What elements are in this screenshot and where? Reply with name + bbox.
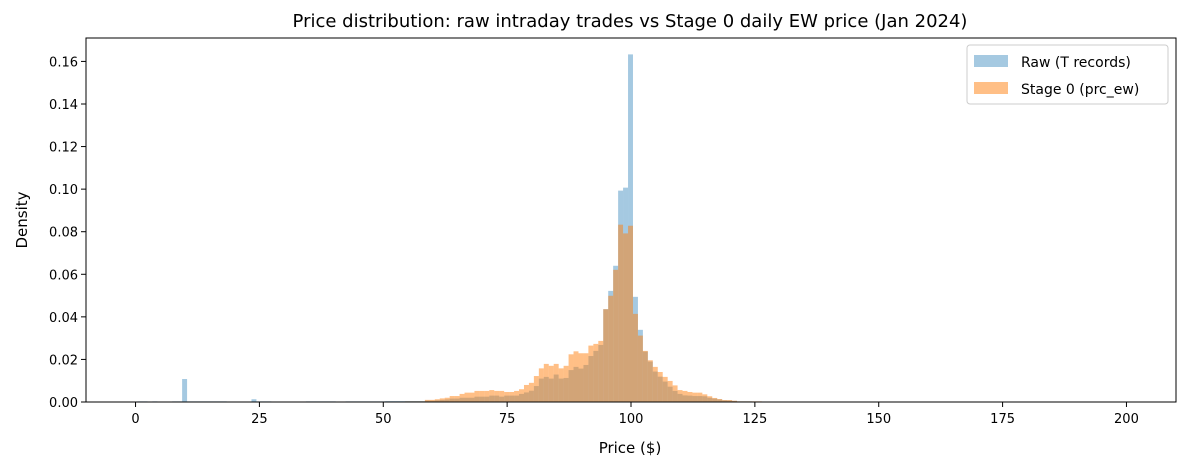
histogram-bar	[465, 393, 470, 402]
histogram-bar	[663, 377, 668, 402]
histogram-bar	[578, 353, 583, 402]
histogram-bar	[445, 398, 450, 402]
histogram-bar	[524, 385, 529, 402]
histogram-bar	[628, 226, 633, 402]
histogram-bar	[707, 396, 712, 402]
y-tick-label: 0.00	[49, 396, 78, 411]
histogram-bar	[554, 364, 559, 402]
histogram-bar	[643, 351, 648, 402]
legend-swatch-stage0	[974, 82, 1008, 94]
histogram-bar	[648, 360, 653, 402]
histogram-bar	[469, 393, 474, 402]
x-axis-label: Price ($)	[599, 439, 662, 457]
histogram-bar	[460, 394, 465, 402]
y-tick-label: 0.10	[49, 183, 78, 198]
histogram-bar	[697, 393, 702, 402]
histogram-bar	[702, 394, 707, 402]
histogram-bar	[633, 314, 638, 402]
x-tick-label: 100	[619, 412, 644, 427]
histogram-bar	[564, 366, 569, 402]
histogram-bar	[509, 392, 514, 402]
histogram-bar	[588, 346, 593, 402]
histogram-bar	[673, 385, 678, 402]
histogram-bar	[687, 392, 692, 402]
y-axis-label: Density	[13, 191, 31, 248]
histogram-bar	[683, 391, 688, 402]
x-tick-label: 50	[375, 412, 392, 427]
histogram-bar	[504, 392, 509, 402]
histogram-bar	[692, 393, 697, 402]
y-tick-label: 0.06	[49, 268, 78, 283]
histogram-bar	[569, 354, 574, 402]
histogram-bar	[440, 398, 445, 402]
legend: Raw (T records) Stage 0 (prc_ew)	[967, 45, 1168, 104]
histogram-bar	[455, 396, 460, 402]
histogram-bar	[489, 390, 494, 402]
legend-swatch-raw	[974, 55, 1008, 67]
histogram-bar	[539, 368, 544, 402]
histogram-bar	[583, 353, 588, 402]
y-tick-label: 0.04	[49, 311, 78, 326]
histogram-bar	[499, 391, 504, 402]
histogram-bar	[618, 225, 623, 402]
series-0	[138, 54, 812, 402]
legend-label-stage0: Stage 0 (prc_ew)	[1021, 82, 1139, 98]
histogram-bar	[603, 309, 608, 402]
histogram-bar	[593, 344, 598, 402]
histogram-bar	[638, 336, 643, 402]
histogram-bar	[598, 341, 603, 402]
x-tick-label: 150	[866, 412, 891, 427]
histogram-bar	[494, 391, 499, 402]
histogram-bar	[514, 391, 519, 402]
x-tick-label: 25	[251, 412, 268, 427]
histogram-bar	[544, 364, 549, 402]
histogram-bar	[484, 391, 489, 402]
histogram-bar	[474, 391, 479, 402]
y-tick-label: 0.12	[49, 141, 78, 156]
histogram-bar	[712, 398, 717, 402]
histogram-bar	[450, 396, 455, 402]
x-tick-label: 0	[131, 412, 139, 427]
y-tick-label: 0.14	[49, 98, 78, 113]
x-axis: 0 25 50 75 100 125 150 175 200	[131, 402, 1138, 427]
legend-label-raw: Raw (T records)	[1021, 55, 1131, 71]
y-tick-label: 0.08	[49, 226, 78, 241]
histogram-bar	[549, 366, 554, 402]
x-tick-label: 125	[742, 412, 767, 427]
histogram-bar	[678, 390, 683, 402]
histogram-bar	[479, 391, 484, 402]
y-tick-label: 0.16	[49, 55, 78, 70]
chart-title: Price distribution: raw intraday trades …	[293, 11, 968, 32]
histogram-bar	[529, 383, 534, 402]
histogram-bar	[608, 296, 613, 402]
histogram-bar	[574, 351, 579, 402]
histogram-bar	[519, 389, 524, 402]
histogram-bar	[559, 368, 564, 402]
x-tick-label: 175	[990, 412, 1015, 427]
bars-layer	[138, 54, 812, 402]
series-1	[256, 225, 761, 402]
y-axis: 0.00 0.02 0.04 0.06 0.08 0.10 0.12 0.14 0.16	[49, 55, 86, 411]
x-tick-label: 75	[499, 412, 516, 427]
histogram-bar	[668, 381, 673, 402]
histogram-bar	[623, 233, 628, 402]
x-tick-label: 200	[1114, 412, 1139, 427]
histogram-bar	[653, 367, 658, 402]
histogram-bar	[182, 379, 187, 402]
y-tick-label: 0.02	[49, 353, 78, 368]
histogram-bar	[534, 376, 539, 402]
histogram-bar	[658, 372, 663, 402]
histogram-bar	[613, 270, 618, 402]
